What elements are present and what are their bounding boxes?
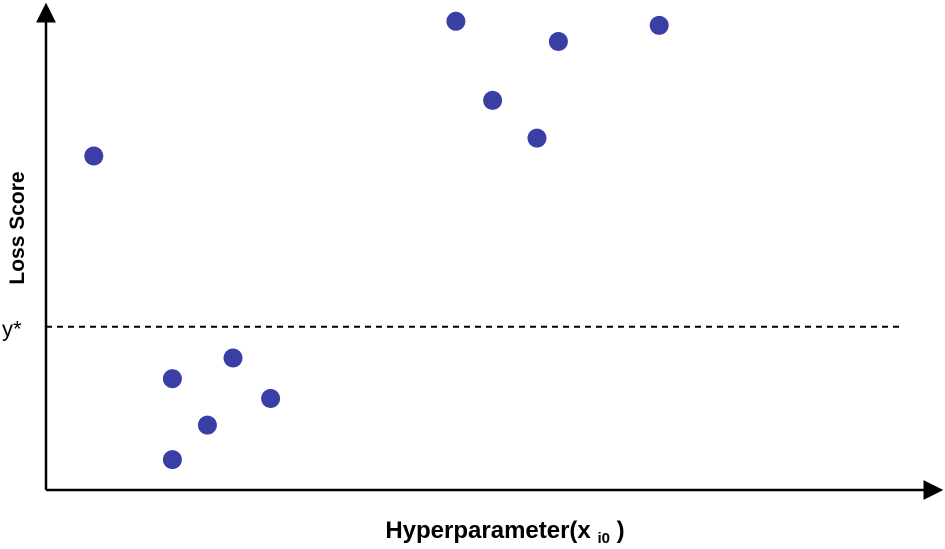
data-point xyxy=(649,15,669,35)
y-axis-label: Loss Score xyxy=(6,171,29,284)
data-point xyxy=(223,348,243,368)
x-axis-label-suffix: ) xyxy=(617,517,625,544)
data-point xyxy=(527,128,547,148)
data-point xyxy=(446,11,466,31)
x-axis-label-subscript: i0 xyxy=(597,530,610,547)
x-axis-label-main: Hyperparameter(x xyxy=(385,517,591,544)
data-point xyxy=(261,389,281,408)
data-point xyxy=(162,369,182,389)
data-point xyxy=(197,415,217,435)
data-point xyxy=(162,450,182,470)
threshold-label: y* xyxy=(2,317,22,342)
data-point xyxy=(84,146,104,166)
data-point xyxy=(548,32,568,51)
x-axis-label: Hyperparameter(x i0 ) xyxy=(385,517,624,549)
data-point xyxy=(483,90,503,110)
data-points xyxy=(84,11,669,470)
